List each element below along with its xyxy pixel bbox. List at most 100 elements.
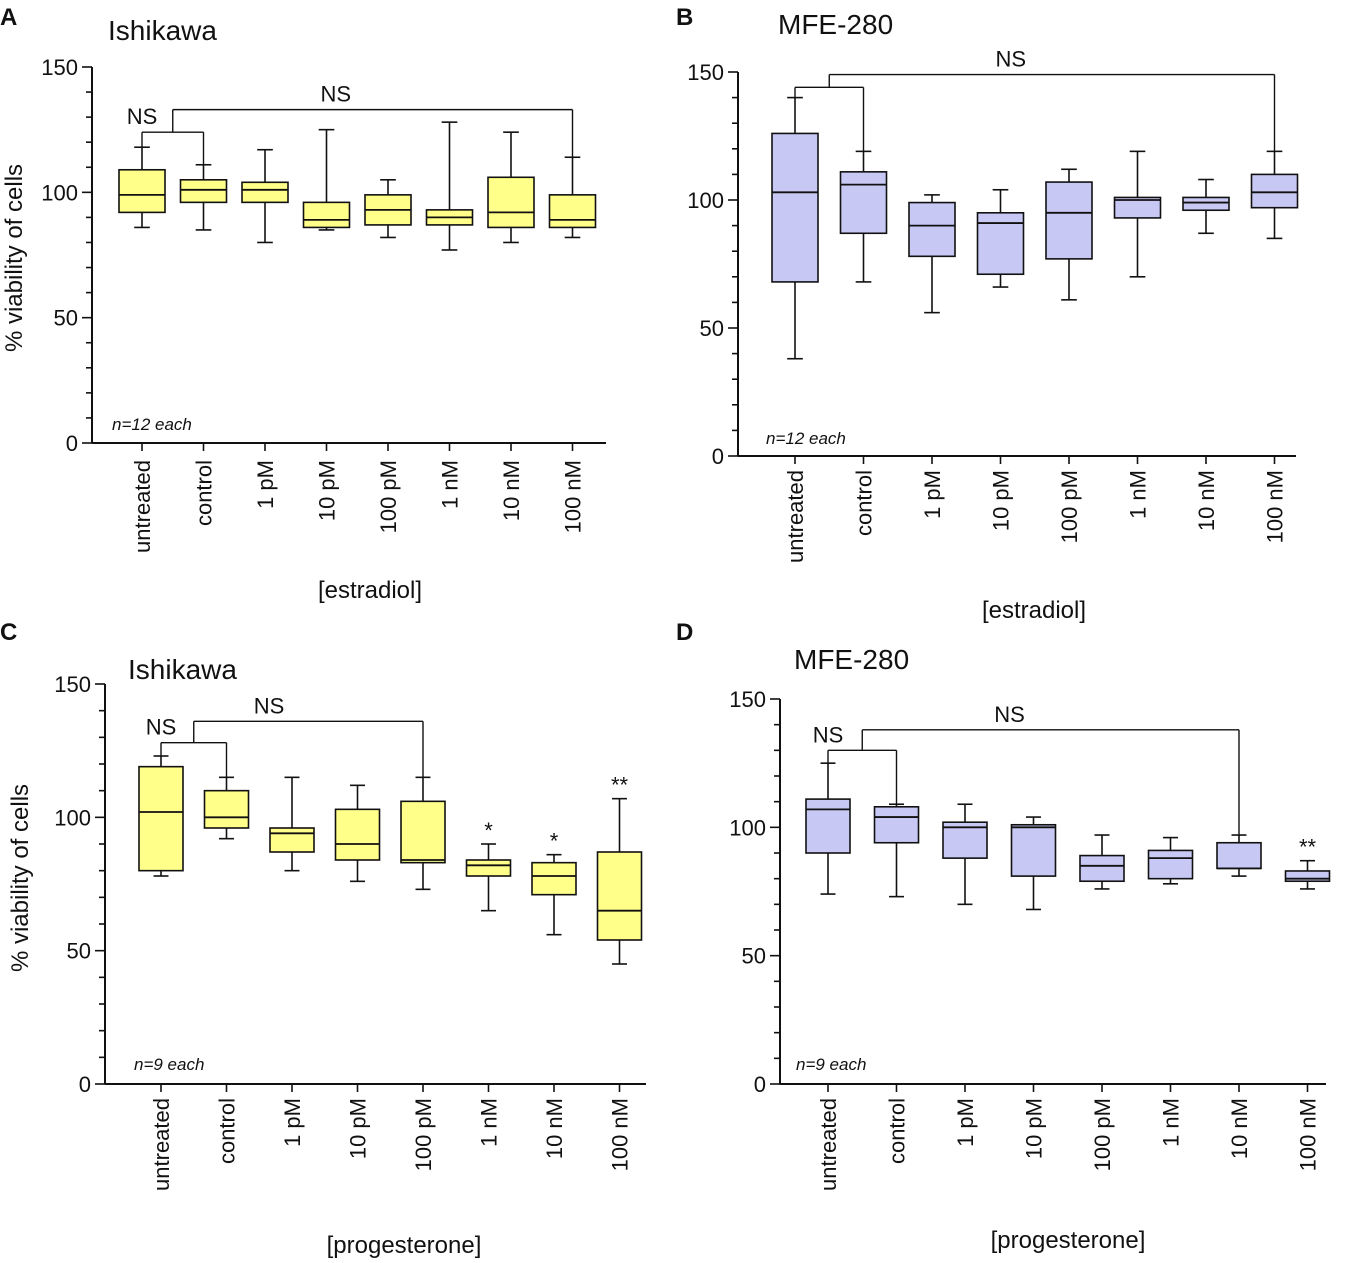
x-tick-label: 1 nM (477, 1098, 502, 1147)
box-iqr (1079, 854, 1125, 883)
box-5 (1147, 836, 1194, 885)
box-iqr (805, 798, 851, 854)
box-iqr (400, 800, 446, 864)
box-3 (302, 128, 351, 231)
x-tick-label: 10 nM (1194, 470, 1219, 531)
panel-b: B MFE-280 [estradiol] n=12 each 0 50 100 15… (676, 4, 1299, 624)
plot-area: 0 50 100 150 untreated control 1 pM 10 pM 100 pM… (54, 672, 646, 1191)
y-axis-label: % viability of cells (1, 164, 28, 352)
box-6: * (531, 829, 577, 936)
box-4 (400, 776, 446, 891)
y-tick-label: 50 (742, 944, 766, 969)
box-iqr (976, 212, 1025, 276)
y-tick-label: 100 (41, 180, 78, 205)
box-0 (805, 762, 851, 895)
box-4 (1045, 168, 1093, 301)
x-tick-label: 100 nM (1296, 1098, 1321, 1171)
bracket-label: NS (146, 715, 177, 740)
box-0 (118, 146, 166, 229)
box-6 (487, 131, 535, 244)
box-7 (548, 156, 597, 239)
box-7: ** (596, 773, 643, 965)
x-tick-label: control (852, 470, 877, 536)
box-iqr (1182, 196, 1230, 212)
x-axis-label: [estradiol] (318, 577, 422, 604)
significance-bracket: NS (828, 47, 1276, 152)
box-iqr (531, 861, 577, 896)
box-4 (364, 179, 412, 239)
chart-title: Ishikawa (128, 654, 237, 685)
x-tick-label: 10 pM (315, 460, 340, 521)
y-tick-label: 150 (729, 687, 766, 712)
box-6 (1182, 178, 1230, 235)
x-tick-label: 1 nM (1126, 470, 1151, 519)
plot-area: 0 50 100 150 untreated control 1 pM 10 pM 100 pM… (687, 47, 1299, 563)
x-axis-label: [estradiol] (982, 597, 1086, 624)
plot-area: 0 50 100 150 untreated control 1 pM 10 pM 100 pM… (41, 55, 606, 553)
y-tick-label: 0 (79, 1072, 91, 1097)
box-5 (425, 121, 474, 251)
box-iqr (771, 132, 819, 283)
significance-bracket: NS (172, 82, 574, 158)
sample-size-note: n=9 each (796, 1055, 866, 1074)
significance-star: * (550, 829, 559, 854)
box-1 (203, 776, 250, 840)
x-tick-label: 10 pM (346, 1098, 371, 1159)
x-tick-label: 100 nM (1263, 470, 1288, 543)
box-2 (908, 194, 956, 314)
box-iqr (241, 181, 289, 204)
significance-star: ** (1299, 835, 1317, 860)
panel-letter: A (0, 4, 17, 31)
x-tick-label: 10 nM (499, 460, 524, 521)
box-5: * (465, 818, 512, 912)
significance-bracket: NS (813, 722, 898, 805)
y-tick-label: 50 (67, 939, 91, 964)
y-tick-label: 0 (66, 431, 78, 456)
box-iqr (839, 171, 888, 235)
box-iqr (908, 201, 956, 258)
x-tick-label: untreated (783, 470, 808, 563)
box-2 (241, 148, 289, 244)
box-iqr (465, 859, 512, 877)
y-tick-label: 0 (754, 1072, 766, 1097)
box-iqr (118, 168, 166, 214)
significance-star: * (484, 818, 493, 843)
x-tick-label: 100 pM (376, 460, 401, 533)
y-tick-label: 100 (729, 815, 766, 840)
y-tick-label: 100 (687, 188, 724, 213)
box-4 (1079, 834, 1125, 890)
box-iqr (548, 194, 597, 229)
bracket-label: NS (994, 702, 1025, 727)
x-tick-label: 1 pM (953, 1098, 978, 1147)
box-iqr (873, 805, 920, 844)
x-tick-label: 1 pM (253, 460, 278, 509)
x-tick-label: 100 pM (411, 1098, 436, 1171)
x-tick-label: 1 nM (1159, 1098, 1184, 1147)
chart-title: Ishikawa (108, 15, 217, 46)
sample-size-note: n=9 each (134, 1055, 204, 1074)
panel-a: A Ishikawa % viability of cells [estradi… (0, 4, 606, 604)
y-tick-label: 0 (712, 444, 724, 469)
x-tick-label: 1 pM (920, 470, 945, 519)
panel-letter: D (676, 619, 693, 646)
box-2 (269, 776, 315, 872)
box-iqr (1113, 196, 1162, 219)
box-3 (976, 188, 1025, 288)
box-0 (771, 96, 819, 360)
y-tick-label: 150 (54, 672, 91, 697)
bracket-label: NS (320, 82, 351, 107)
box-iqr (269, 827, 315, 853)
box-iqr (487, 176, 535, 229)
panel-d: D MFE-280 [progesterone] n=9 each 0 50 100… (676, 619, 1331, 1254)
x-tick-label: 100 nM (561, 460, 586, 533)
chart-title: MFE-280 (794, 644, 909, 675)
bracket-label: NS (127, 104, 158, 129)
chart-title: MFE-280 (778, 9, 893, 40)
panel-letter: C (0, 619, 17, 646)
plot-area: 0 50 100 150 untreated control 1 pM 10 pM 100 pM… (729, 687, 1331, 1191)
box-iqr (203, 789, 250, 829)
x-tick-label: 10 pM (989, 470, 1014, 531)
bracket-label: NS (995, 47, 1026, 72)
box-iqr (334, 808, 381, 861)
sample-size-note: n=12 each (766, 429, 846, 448)
